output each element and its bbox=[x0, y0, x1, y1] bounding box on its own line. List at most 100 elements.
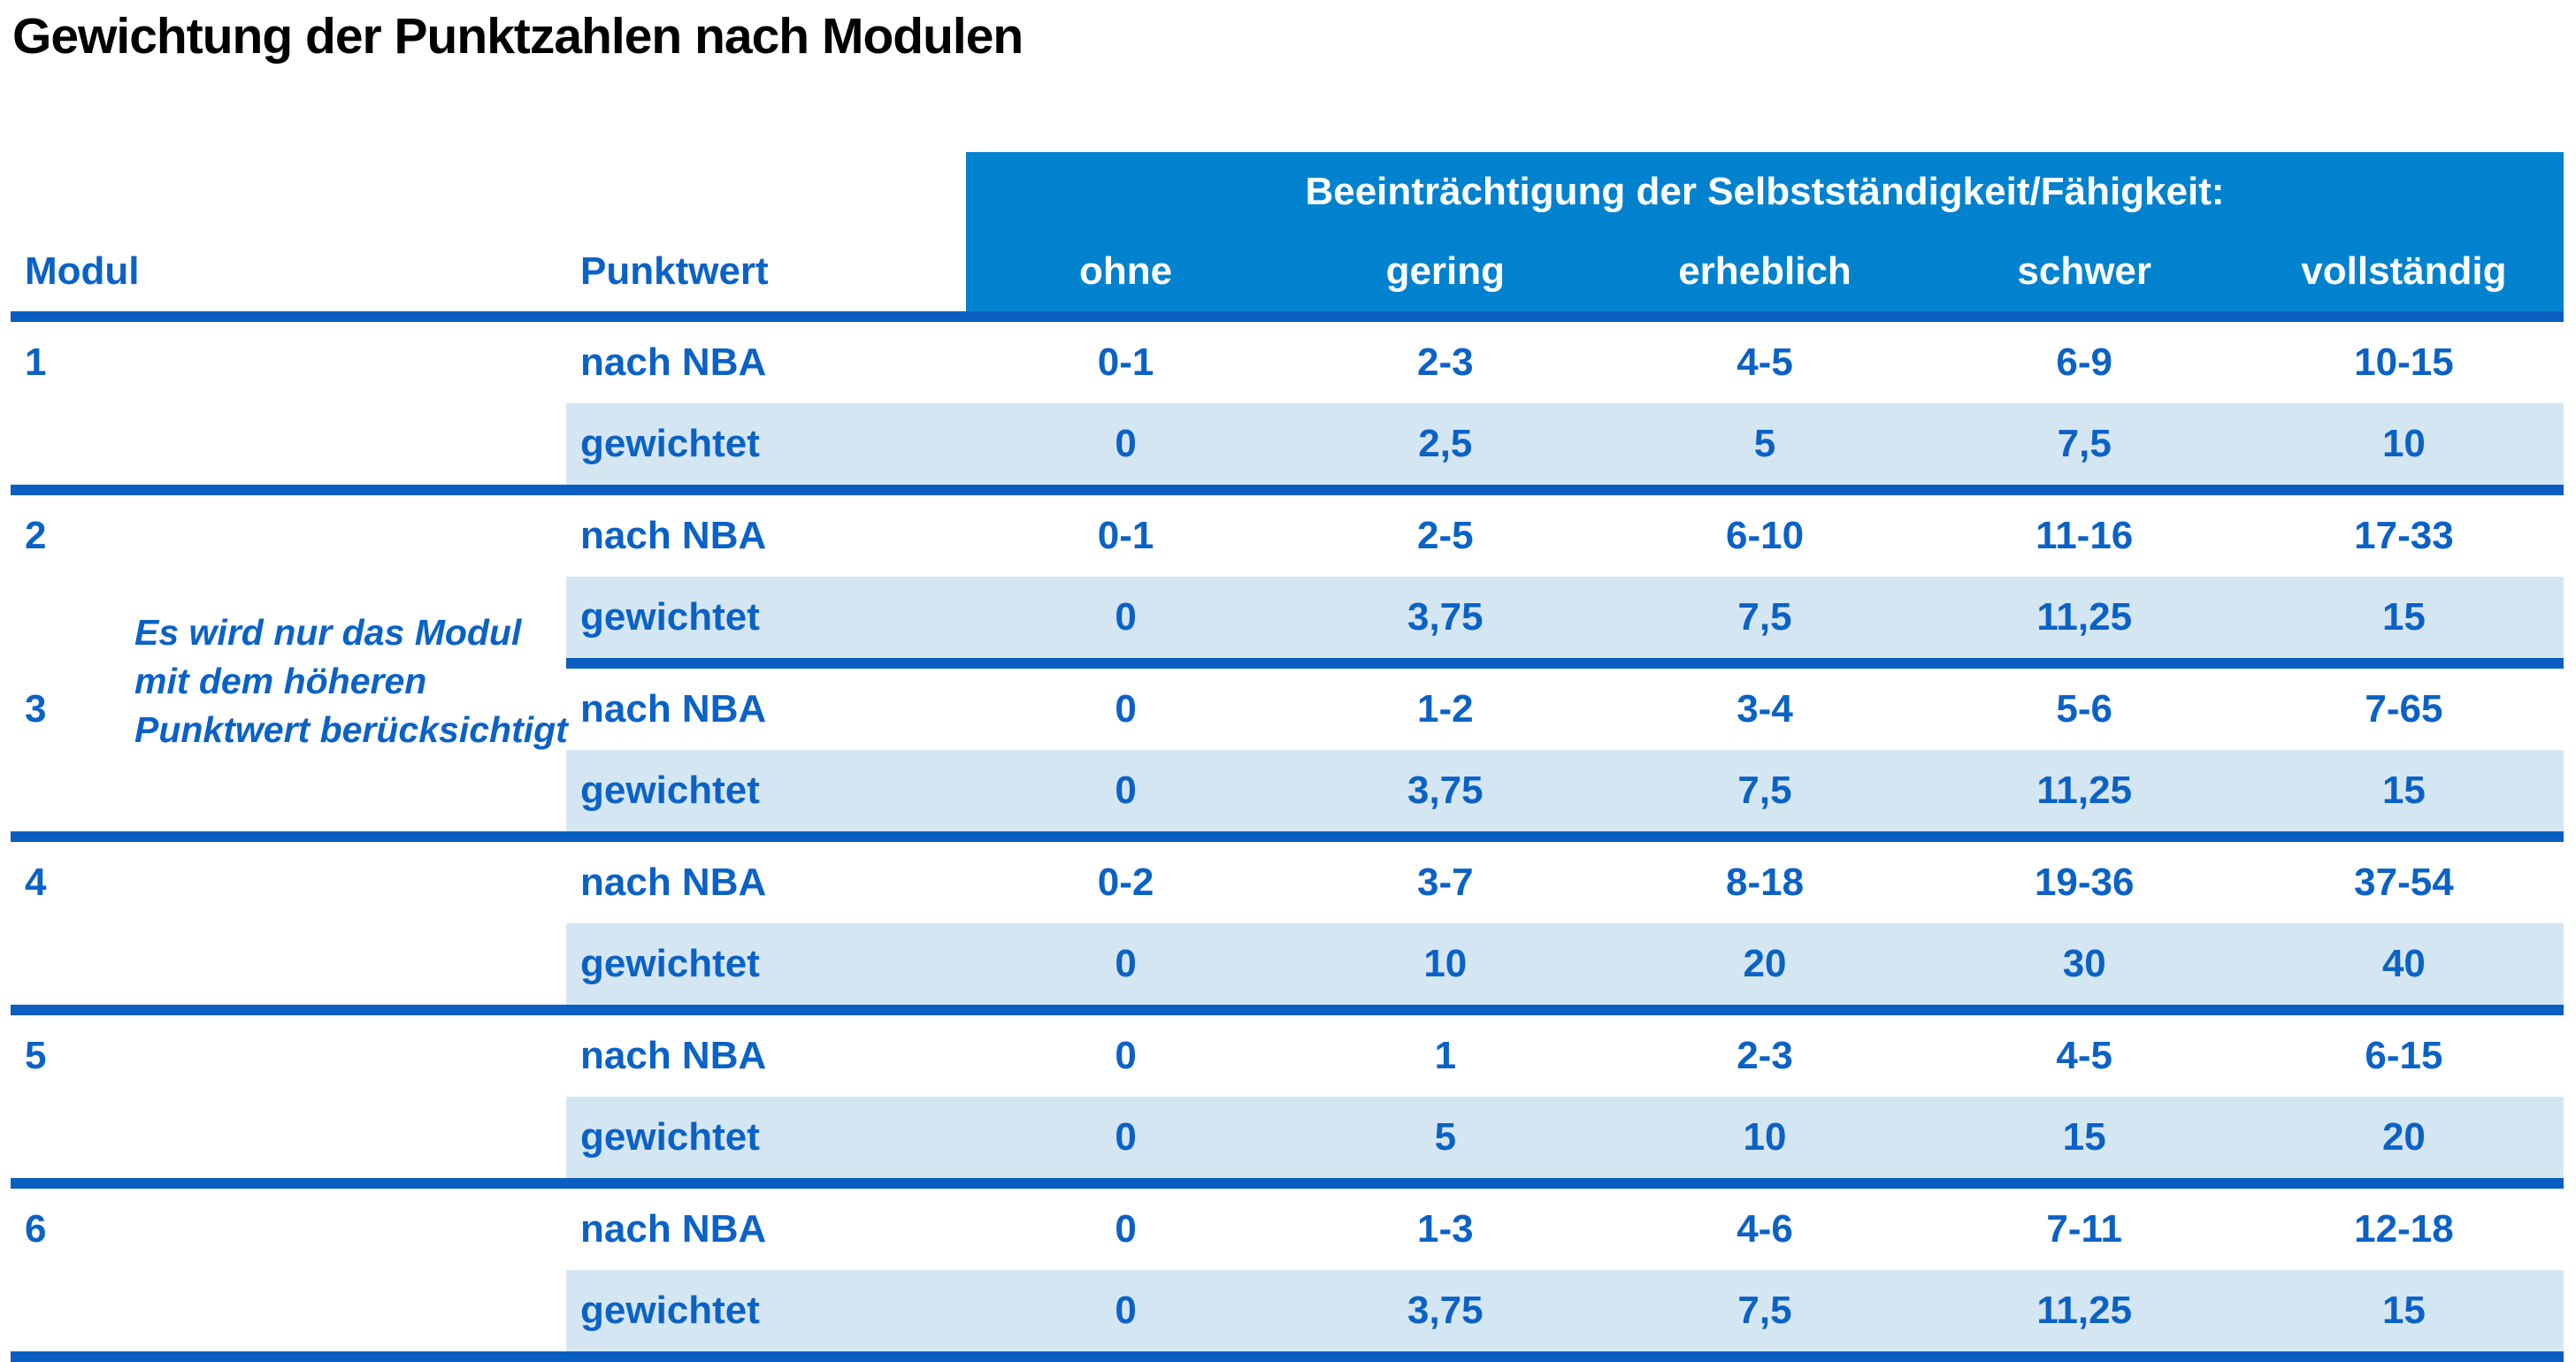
higher-module-note: Es wird nur das Modul mit dem höheren Pu… bbox=[134, 608, 568, 754]
module-block-4: 4 nach NBA gewichtet 0-2 3-7 8-18 19-36 … bbox=[11, 842, 2564, 1015]
cell: 10 bbox=[1423, 942, 1468, 985]
cell: 20 bbox=[2381, 1115, 2426, 1159]
cell: 4-6 bbox=[1736, 1207, 1793, 1251]
weighted-values-row: 0 5 10 15 20 bbox=[966, 1097, 2564, 1178]
page-title: Gewichtung der Punktzahlen nach Modulen bbox=[12, 8, 1024, 65]
nba-values-row: 0 1-2 3-4 5-6 7-65 bbox=[966, 669, 2564, 750]
note-line-1: Es wird nur das Modul bbox=[134, 612, 522, 653]
cell: 2,5 bbox=[1418, 422, 1473, 465]
cell: 20 bbox=[1743, 942, 1787, 985]
cell: 7,5 bbox=[1737, 595, 1792, 639]
nba-values-row: 0-2 3-7 8-18 19-36 37-54 bbox=[966, 842, 2564, 923]
nba-values-row: 0-1 2-3 4-5 6-9 10-15 bbox=[966, 322, 2564, 403]
module-number: 5 bbox=[25, 1034, 47, 1077]
header-separator-rule bbox=[11, 311, 2564, 322]
cell: 11,25 bbox=[2036, 769, 2133, 812]
cell: 0 bbox=[1115, 1207, 1137, 1251]
cell: 4-5 bbox=[1736, 340, 1793, 384]
cell: 0 bbox=[1115, 1034, 1137, 1077]
module-number: 2 bbox=[25, 514, 47, 557]
cell: 3,75 bbox=[1407, 595, 1484, 639]
cell: 0 bbox=[1115, 942, 1137, 985]
cell: 0 bbox=[1115, 687, 1137, 731]
cell: 2-3 bbox=[1736, 1034, 1793, 1077]
cell: 0 bbox=[1115, 1289, 1137, 1332]
module-separator-rule-partial bbox=[566, 658, 2564, 669]
nba-values-row: 0-1 2-5 6-10 11-16 17-33 bbox=[966, 495, 2564, 577]
row-label-gewichtet: gewichtet bbox=[580, 1289, 760, 1332]
cell: 6-15 bbox=[2365, 1034, 2443, 1077]
cell: 5 bbox=[1434, 1115, 1457, 1159]
weighted-row-background bbox=[566, 1270, 2564, 1351]
cell: 6-10 bbox=[1725, 514, 1805, 557]
cell: 7-65 bbox=[2365, 687, 2443, 731]
impairment-header: Beeinträchtigung der Selbstständigkeit/F… bbox=[1305, 170, 2225, 213]
cell: 10 bbox=[1743, 1115, 1787, 1159]
cell: 0 bbox=[1115, 769, 1137, 812]
row-label-gewichtet: gewichtet bbox=[580, 422, 760, 465]
weighted-row-background bbox=[566, 1097, 2564, 1178]
weighted-values-row: 0 2,5 5 7,5 10 bbox=[966, 403, 2564, 485]
row-label-gewichtet: gewichtet bbox=[580, 942, 760, 985]
cell: 2-3 bbox=[1417, 340, 1474, 384]
row-label-gewichtet: gewichtet bbox=[580, 769, 760, 812]
note-line-2: mit dem höheren bbox=[134, 661, 427, 701]
cell: 11,25 bbox=[2036, 1289, 2133, 1332]
cell: 7,5 bbox=[1737, 1289, 1792, 1332]
level-header-vollstaendig: vollständig bbox=[2301, 249, 2507, 293]
module-number: 4 bbox=[25, 861, 47, 904]
nba-values-row: 0 1-3 4-6 7-11 12-18 bbox=[966, 1189, 2564, 1270]
cell: 1-2 bbox=[1417, 687, 1474, 731]
cell: 11,25 bbox=[2036, 595, 2133, 639]
note-line-3: Punktwert berücksichtigt bbox=[134, 709, 568, 750]
cell: 7,5 bbox=[1737, 769, 1792, 812]
cell: 0-2 bbox=[1097, 861, 1154, 904]
weighted-row-background bbox=[566, 923, 2564, 1005]
column-header-punktwert: Punktwert bbox=[580, 249, 769, 293]
weighted-row-background bbox=[566, 750, 2564, 831]
cell: 10-15 bbox=[2354, 340, 2454, 384]
cell: 4-5 bbox=[2056, 1034, 2112, 1077]
weighted-row-background bbox=[566, 577, 2564, 658]
level-header-ohne: ohne bbox=[1079, 249, 1173, 293]
column-header-modul: Modul bbox=[25, 249, 140, 293]
module-number: 1 bbox=[25, 340, 47, 384]
cell: 0-1 bbox=[1097, 514, 1154, 557]
cell: 0-1 bbox=[1097, 340, 1154, 384]
module-block-5: 5 nach NBA gewichtet 0 1 2-3 4-5 6-15 0 … bbox=[11, 1015, 2564, 1189]
cell: 15 bbox=[2381, 769, 2426, 812]
cell: 30 bbox=[2062, 942, 2106, 985]
level-header-erheblich: erheblich bbox=[1678, 249, 1852, 293]
row-label-nach-nba: nach NBA bbox=[580, 861, 767, 904]
module-separator-rule bbox=[11, 485, 2564, 495]
cell: 0 bbox=[1115, 595, 1137, 639]
cell: 12-18 bbox=[2354, 1207, 2454, 1251]
cell: 0 bbox=[1115, 1115, 1137, 1159]
level-header-schwer: schwer bbox=[2017, 249, 2152, 293]
cell: 17-33 bbox=[2354, 514, 2454, 557]
row-label-gewichtet: gewichtet bbox=[580, 1115, 760, 1159]
module-number: 3 bbox=[25, 687, 47, 731]
level-header-row: ohne gering erheblich schwer vollständig bbox=[966, 232, 2564, 311]
cell: 19-36 bbox=[2034, 861, 2135, 904]
cell: 7,5 bbox=[2057, 422, 2112, 465]
cell: 1-3 bbox=[1417, 1207, 1474, 1251]
module-block-2: 2 nach NBA gewichtet 0-1 2-5 6-10 11-16 … bbox=[11, 495, 2564, 669]
weighted-values-row: 0 3,75 7,5 11,25 15 bbox=[966, 577, 2564, 658]
cell: 37-54 bbox=[2354, 861, 2454, 904]
module-number: 6 bbox=[25, 1207, 47, 1251]
cell: 3-7 bbox=[1417, 861, 1474, 904]
cell: 3-4 bbox=[1736, 687, 1793, 731]
weighted-values-row: 0 3,75 7,5 11,25 15 bbox=[966, 1270, 2564, 1351]
cell: 15 bbox=[2381, 595, 2426, 639]
module-block-3: 3 nach NBA gewichtet 0 1-2 3-4 5-6 7-65 … bbox=[11, 669, 2564, 842]
row-label-nach-nba: nach NBA bbox=[580, 687, 767, 731]
cell: 2-5 bbox=[1417, 514, 1474, 557]
cell: 10 bbox=[2381, 422, 2426, 465]
table-bottom-rule bbox=[11, 1351, 2564, 1362]
cell: 15 bbox=[2381, 1289, 2426, 1332]
level-header-gering: gering bbox=[1385, 249, 1506, 293]
cell: 15 bbox=[2062, 1115, 2106, 1159]
cell: 5-6 bbox=[2056, 687, 2112, 731]
cell: 3,75 bbox=[1407, 769, 1484, 812]
